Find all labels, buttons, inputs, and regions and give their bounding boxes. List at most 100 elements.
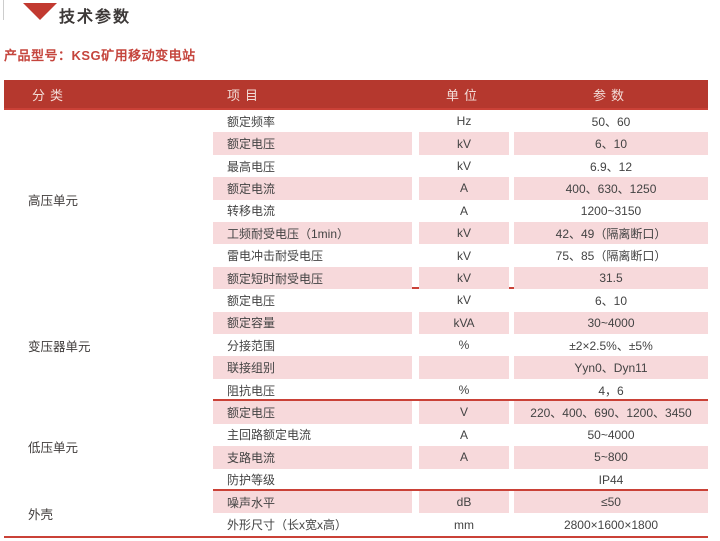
item-cell: 转移电流 — [227, 204, 276, 219]
param-cell: 50~4000 — [587, 427, 635, 442]
table-row: 额定电压 V 220、400、690、1200、3450 — [213, 401, 708, 424]
section-rows: 额定电压 V 220、400、690、1200、3450 主回路额定电流 A 50~400… — [213, 401, 708, 491]
table-row: 噪声水平 dB ≤50 — [213, 490, 708, 514]
unit-cell: kV — [456, 159, 471, 174]
table-row: 额定容量 kVA 30~4000 — [213, 311, 708, 335]
column-gap — [412, 267, 419, 289]
column-gap — [412, 155, 419, 177]
unit-cell: A — [459, 203, 468, 218]
table-row: 额定电流 A 400、630、1250 — [213, 177, 708, 200]
category-cell: 高压单元 — [4, 110, 213, 290]
param-cell: 6、10 — [514, 132, 708, 155]
column-gap — [412, 401, 419, 423]
param-cell: 1200~3150 — [580, 203, 642, 218]
table-bottom-line — [4, 535, 708, 538]
table-row: 雷电冲击耐受电压 kV 75、85（隔离断口） — [213, 244, 708, 266]
table-row: 外形尺寸（长x宽x高） mm 2800×1600×1800 — [213, 513, 708, 535]
column-gap — [412, 177, 419, 199]
param-cell: Yyn0、Dyn11 — [514, 356, 708, 379]
product-model-label: 产品型号：KSG矿用移动变电站 — [4, 48, 196, 63]
table-row: 支路电流 A 5~800 — [213, 446, 708, 469]
item-cell: 额定电压 — [213, 401, 412, 424]
column-gap — [412, 289, 419, 311]
table-row: 工频耐受电压（1min） kV 42、49（隔离断口） — [213, 222, 708, 245]
section-marker-triangle-icon — [23, 3, 57, 20]
header-cell-unit: 单位 — [445, 87, 482, 103]
column-gap — [412, 469, 419, 491]
column-gap — [412, 356, 419, 378]
unit-cell: kV — [456, 248, 471, 263]
param-cell: 6.9、12 — [589, 159, 633, 174]
table-section: 外壳 噪声水平 dB ≤50 外形尺寸（长x宽x高） mm 2800×1600×1800 — [4, 490, 708, 536]
table-row: 分接范围% ±2×2.5%、±5% — [213, 334, 708, 356]
unit-cell — [419, 356, 509, 379]
table-body: 高压单元 额定频率 Hz 50、60 额定电压 kV 6、10 最高电压 kV 6.9、12 额定电… — [4, 110, 708, 536]
section-rows: 噪声水平 dB ≤50 外形尺寸（长x宽x高） mm 2800×1600×1800 — [213, 490, 708, 536]
item-cell: 防护等级 — [227, 473, 276, 488]
param-cell: 220、400、690、1200、3450 — [514, 401, 708, 424]
unit-cell — [419, 469, 509, 491]
unit-cell: kV — [419, 222, 509, 245]
column-gap — [412, 513, 419, 535]
table-row: 额定频率 Hz 50、60 — [213, 110, 708, 132]
item-cell: 工频耐受电压（1min） — [213, 222, 412, 245]
item-cell: 分接范围 — [227, 338, 276, 353]
unit-cell: % — [458, 383, 470, 398]
unit-cell: A — [459, 427, 468, 442]
column-gap — [412, 379, 419, 401]
table-row: 额定短时耐受电压 kV 31.5 — [213, 266, 708, 290]
param-cell: 31.5 — [514, 266, 708, 290]
item-cell: 雷电冲击耐受电压 — [227, 249, 324, 264]
item-cell: 噪声水平 — [213, 490, 412, 514]
unit-cell: % — [458, 338, 470, 353]
param-cell: 6、10 — [594, 293, 628, 308]
item-cell: 外形尺寸（长x宽x高） — [227, 518, 348, 533]
table-row: 转移电流 A 1200~3150 — [213, 200, 708, 222]
item-cell: 额定容量 — [213, 311, 412, 335]
header-cell-param: 参数 — [592, 87, 629, 103]
unit-cell: V — [419, 401, 509, 424]
item-cell: 额定频率 — [227, 114, 276, 129]
header-cell-item: 项目 — [227, 87, 264, 103]
table-row: 额定电压 kV 6、10 — [213, 132, 708, 155]
category-cell: 低压单元 — [4, 401, 213, 491]
column-gap — [412, 222, 419, 244]
section-rows: 额定电压 kV 6、10 额定容量 kVA 30~4000 分接范围% ±2×2.5%、±5%… — [213, 289, 708, 401]
column-gap — [412, 132, 419, 154]
item-cell: 阻抗电压 — [227, 383, 276, 398]
item-cell: 主回路额定电流 — [227, 428, 312, 443]
category-cell: 外壳 — [4, 490, 213, 536]
section-rows: 额定频率 Hz 50、60 额定电压 kV 6、10 最高电压 kV 6.9、12 额定电流 A 40… — [213, 110, 708, 290]
column-gap — [412, 491, 419, 513]
param-cell: 5~800 — [514, 446, 708, 469]
param-cell: 30~4000 — [514, 311, 708, 335]
table-row: 防护等级 IP44 — [213, 469, 708, 491]
column-gap — [412, 446, 419, 468]
param-cell: 4，6 — [598, 383, 624, 398]
item-cell: 最高电压 — [227, 159, 276, 174]
table-row: 阻抗电压% 4，6 — [213, 379, 708, 401]
param-cell: 2800×1600×1800 — [563, 517, 659, 532]
page-title: 技术参数 — [59, 9, 132, 26]
param-cell: 50、60 — [591, 114, 631, 129]
unit-cell: kV — [419, 132, 509, 155]
column-gap — [412, 244, 419, 266]
table-header-row: 分类 项目 单位 参数 — [4, 80, 708, 110]
item-cell: 额定电压 — [227, 293, 276, 308]
item-cell: 联接组别 — [213, 356, 412, 379]
param-cell: 75、85（隔离断口） — [555, 249, 667, 264]
column-gap — [412, 110, 419, 132]
table-row: 联接组别 Yyn0、Dyn11 — [213, 356, 708, 379]
table-section: 高压单元 额定频率 Hz 50、60 额定电压 kV 6、10 最高电压 kV 6.9、12 额定电… — [4, 110, 708, 290]
table-row: 主回路额定电流 A 50~4000 — [213, 424, 708, 446]
column-gap — [412, 312, 419, 334]
unit-cell: A — [419, 446, 509, 469]
page-edge-line — [3, 0, 4, 20]
item-cell: 支路电流 — [213, 446, 412, 469]
unit-cell: kV — [456, 293, 471, 308]
unit-cell: mm — [454, 517, 474, 532]
param-cell: ≤50 — [514, 490, 708, 514]
item-cell: 额定电流 — [213, 177, 412, 200]
param-cell: 42、49（隔离断口） — [514, 222, 708, 245]
